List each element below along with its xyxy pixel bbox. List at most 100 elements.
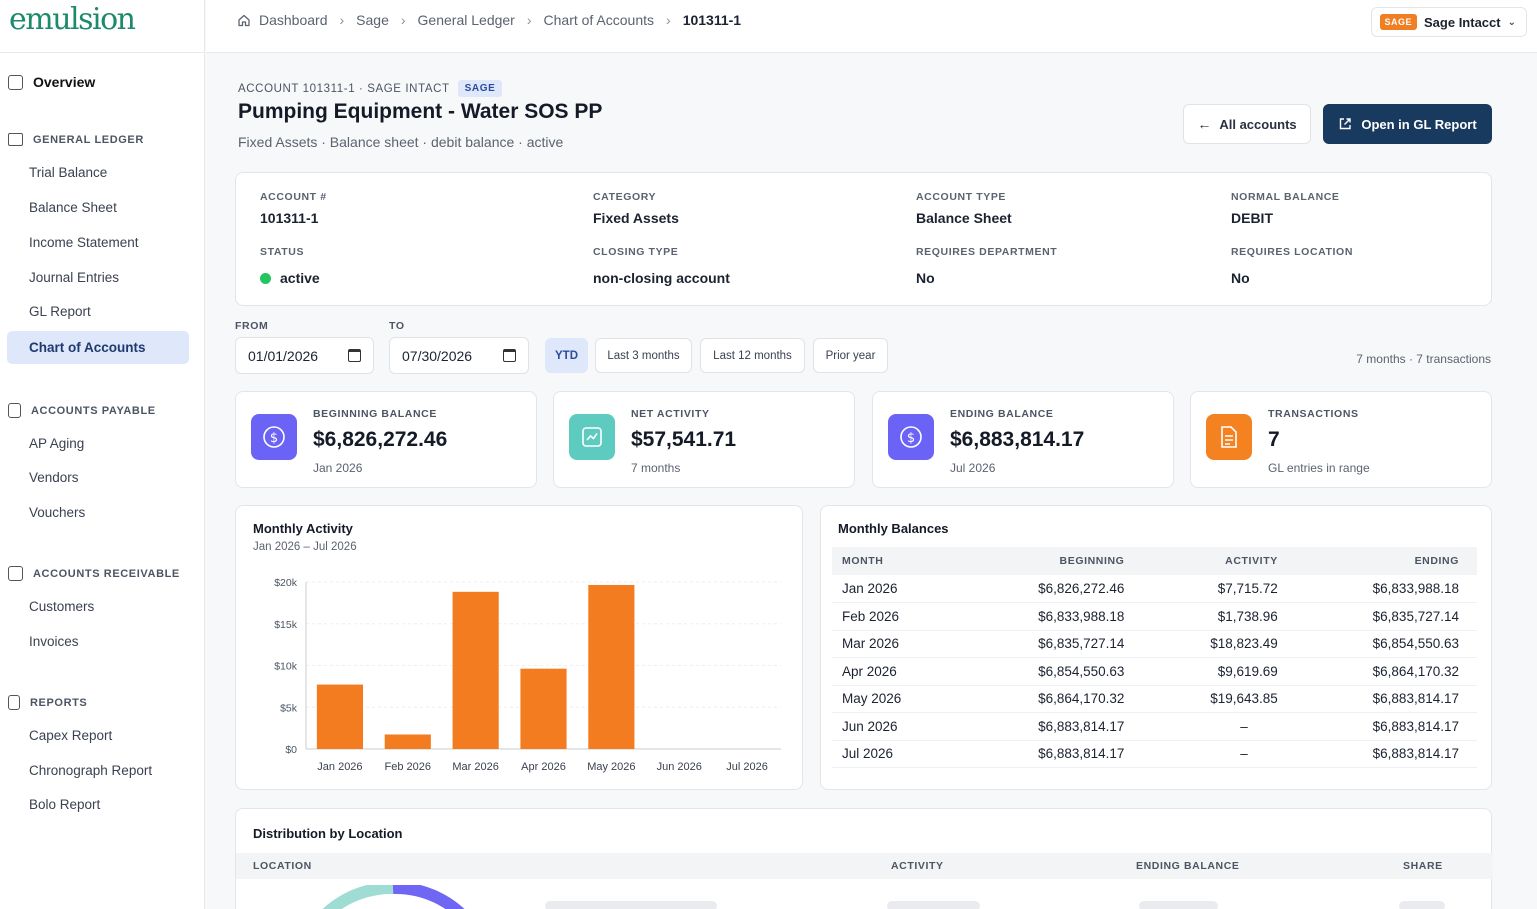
arrow-left-icon: ←	[1197, 116, 1212, 132]
monthly-activity-chart: $0 $5k $10k $15k $20k Jan 2026 Feb 2026 Mar 202…	[274, 577, 781, 773]
app-logo[interactable]: emulsion	[0, 0, 204, 53]
sidebar-item-ap-aging[interactable]: AP Aging	[29, 436, 85, 451]
calendar-icon[interactable]	[348, 349, 361, 362]
breadcrumb-general-ledger[interactable]: General Ledger	[417, 12, 515, 28]
account-number-label: ACCOUNT #	[260, 191, 327, 203]
kpi-value: $6,826,272.46	[313, 428, 448, 451]
calendar-icon[interactable]	[503, 349, 516, 362]
sidebar-item-overview[interactable]: Overview	[8, 74, 95, 90]
table-header-row: MONTH BEGINNING ACTIVITY ENDING	[832, 547, 1477, 575]
sidebar-item-journal-entries[interactable]: Journal Entries	[29, 270, 120, 285]
table-row[interactable]: Jun 2026 $6,883,814.17– $6,883,814.17	[832, 712, 1477, 741]
table-row[interactable]: Jan 2026 $6,826,272.46 $7,715.72 $6,833,988…	[832, 575, 1477, 603]
column-header-activity: ACTIVITY	[891, 860, 944, 872]
sidebar-item-invoices[interactable]: Invoices	[29, 634, 79, 649]
status-value: active	[260, 270, 320, 286]
table-row[interactable]: Feb 2026 $6,833,988.18 $1,738.96 $6,835,727…	[832, 602, 1477, 631]
external-link-icon	[1340, 118, 1352, 130]
sidebar-item-chronograph-report[interactable]: Chronograph Report	[29, 763, 153, 778]
range-chip-last-3-months[interactable]: Last 3 months	[595, 338, 692, 373]
sidebar-item-vouchers[interactable]: Vouchers	[29, 505, 86, 520]
bar	[384, 734, 431, 749]
wallet-icon	[8, 74, 23, 90]
sidebar-item-balance-sheet[interactable]: Balance Sheet	[29, 200, 117, 215]
monthly-balances-table: MONTH BEGINNING ACTIVITY ENDING Jan 2026…	[832, 547, 1477, 768]
requires-department-label: REQUIRES DEPARTMENT	[916, 246, 1058, 258]
column-header-location: LOCATION	[253, 860, 312, 872]
sidebar-item-income-statement[interactable]: Income Statement	[29, 235, 139, 250]
kpi-value: 7	[1268, 428, 1280, 451]
sidebar: emulsion Overview GENERAL LEDGER Trial B…	[0, 0, 205, 909]
column-header-ending-balance: ENDING BALANCE	[1136, 860, 1240, 872]
sidebar-item-bolo-report[interactable]: Bolo Report	[29, 797, 101, 812]
sidebar-item-vendors[interactable]: Vendors	[29, 470, 79, 485]
column-header-ending: ENDING	[1295, 547, 1477, 575]
sidebar-item-label: Overview	[33, 74, 96, 90]
breadcrumb: Dashboard › Sage › General Ledger › Char…	[237, 12, 741, 28]
column-header-share: SHARE	[1403, 860, 1443, 872]
kpi-sub: GL entries in range	[1268, 461, 1370, 475]
page-subtitle: Fixed Assets · Balance sheet · debit bal…	[238, 134, 564, 150]
all-accounts-button[interactable]: ← All accounts	[1183, 104, 1311, 144]
kpi-sub: Jan 2026	[313, 461, 363, 475]
kpi-card-beginning-balance: $ BEGINNING BALANCE $6,826,272.46 Jan 20…	[235, 391, 537, 488]
balances-title: Monthly Balances	[838, 521, 949, 536]
source-badge: SAGE	[457, 80, 503, 97]
table-row[interactable]: May 2026 $6,864,170.32 $19,643.85 $6,883,81…	[832, 685, 1477, 713]
column-header-activity: ACTIVITY	[1142, 547, 1296, 575]
account-type-value: Balance Sheet	[916, 210, 1012, 226]
breadcrumb-dashboard[interactable]: Dashboard	[259, 12, 328, 28]
bar	[316, 684, 363, 749]
x-tick-label: Feb 2026	[385, 761, 431, 773]
connector-selector[interactable]: SAGE Sage Intacct ⌄	[1370, 7, 1527, 37]
chevron-right-icon: ›	[526, 12, 532, 28]
sidebar-item-capex-report[interactable]: Capex Report	[29, 728, 113, 743]
sidebar-section-general-ledger: GENERAL LEDGER	[8, 133, 144, 146]
document-icon	[1206, 414, 1252, 460]
top-header: Dashboard › Sage › General Ledger › Char…	[206, 0, 1537, 53]
column-header-month: MONTH	[832, 547, 962, 575]
to-date-input[interactable]: 07/30/2026	[389, 337, 529, 374]
scroll-icon	[8, 566, 23, 581]
distribution-title: Distribution by Location	[253, 826, 403, 841]
chart-icon	[569, 414, 615, 460]
open-gl-report-button[interactable]: Open in GL Report	[1323, 104, 1492, 144]
loading-placeholder	[545, 901, 717, 909]
kpi-sub: Jul 2026	[950, 461, 996, 475]
breadcrumb-sage[interactable]: Sage	[356, 12, 389, 28]
svg-text:$: $	[270, 431, 278, 446]
range-chip-last-12-months[interactable]: Last 12 months	[700, 338, 805, 373]
chevron-right-icon: ›	[339, 12, 345, 28]
table-row[interactable]: Jul 2026 $6,883,814.17– $6,883,814.17	[832, 740, 1477, 768]
kpi-label: NET ACTIVITY	[631, 408, 710, 420]
breadcrumb-current: 101311-1	[682, 12, 742, 28]
x-tick-label: May 2026	[587, 761, 635, 773]
sidebar-item-gl-report[interactable]: GL Report	[29, 304, 91, 319]
x-tick-label: Jul 2026	[726, 761, 768, 773]
page-kicker: ACCOUNT 101311-1 · SAGE INTACT SAGE	[238, 80, 503, 97]
normal-balance-label: NORMAL BALANCE	[1231, 191, 1340, 203]
chevron-right-icon: ›	[666, 12, 671, 28]
breadcrumb-chart-of-accounts[interactable]: Chart of Accounts	[543, 12, 655, 28]
range-chip-prior-year[interactable]: Prior year	[813, 338, 888, 373]
svg-text:$: $	[907, 431, 915, 446]
requires-department-value: No	[916, 270, 935, 286]
sidebar-item-trial-balance[interactable]: Trial Balance	[29, 165, 108, 180]
location-donut-chart	[322, 885, 465, 909]
from-date-input[interactable]: 01/01/2026	[235, 337, 374, 374]
kpi-label: BEGINNING BALANCE	[313, 408, 437, 420]
home-icon[interactable]	[237, 13, 251, 27]
sidebar-item-customers[interactable]: Customers	[29, 599, 95, 614]
kpi-card-net-activity: NET ACTIVITY $57,541.71 7 months	[553, 391, 855, 488]
y-tick-label: $10k	[274, 661, 298, 673]
y-tick-label: $0	[285, 744, 297, 756]
distribution-table-header: LOCATION ACTIVITY ENDING BALANCE SHARE	[236, 853, 1493, 879]
sidebar-item-chart-of-accounts[interactable]: Chart of Accounts	[7, 331, 189, 364]
to-label: TO	[389, 320, 405, 332]
loading-placeholder	[887, 901, 980, 909]
range-chip-ytd[interactable]: YTD	[545, 338, 588, 373]
closing-type-label: CLOSING TYPE	[593, 246, 679, 258]
kpi-value: $57,541.71	[631, 428, 737, 451]
table-row[interactable]: Mar 2026 $6,835,727.14 $18,823.49 $6,854,55…	[832, 630, 1477, 658]
table-row[interactable]: Apr 2026 $6,854,550.63 $9,619.69 $6,864,170…	[832, 657, 1477, 686]
